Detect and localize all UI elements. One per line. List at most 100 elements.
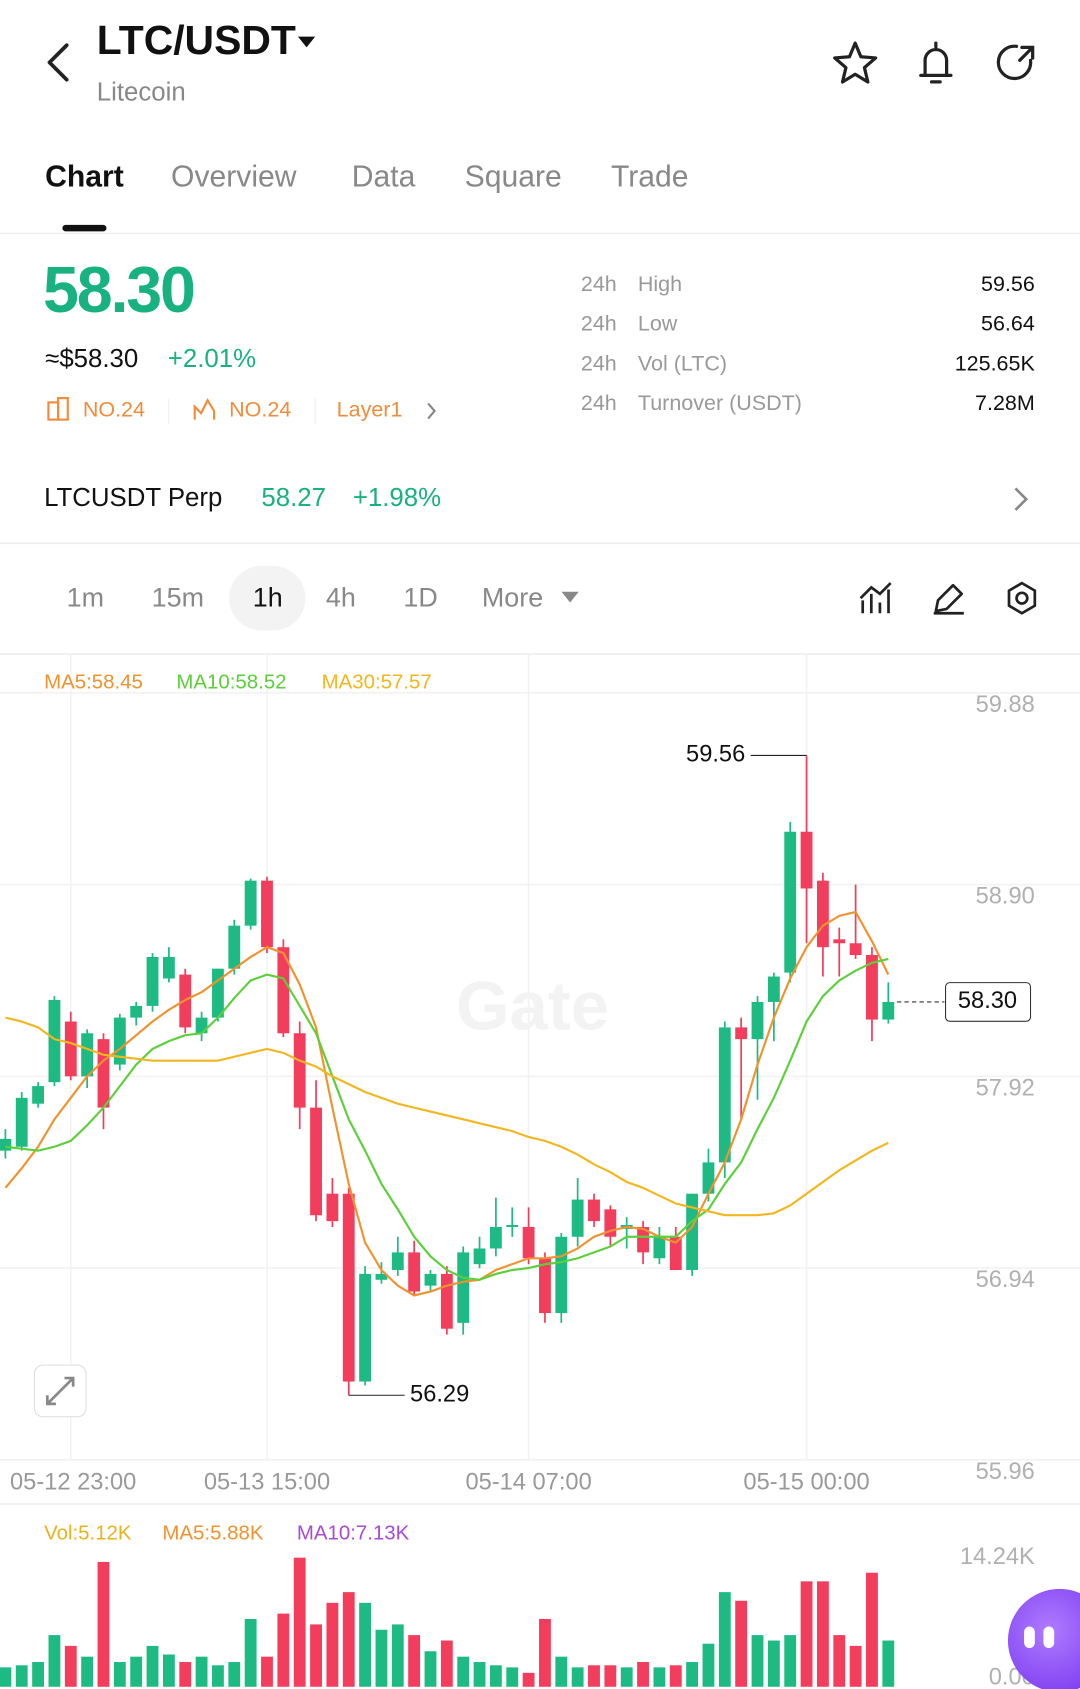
candle-body <box>310 1107 322 1216</box>
candle-body <box>686 1193 699 1271</box>
candle-body <box>97 1039 110 1108</box>
candle-body <box>162 956 175 979</box>
draw-button[interactable] <box>933 583 964 615</box>
favorite-button[interactable] <box>833 41 878 84</box>
interval[interactable]: 1D <box>403 582 437 612</box>
volume-bar <box>816 1581 829 1687</box>
candle-body <box>408 1252 421 1292</box>
candle-body <box>293 1033 306 1108</box>
candle-body <box>261 880 273 948</box>
indicator-button[interactable] <box>859 582 892 614</box>
volume-bar <box>555 1656 568 1687</box>
ma-legend: MA5:58.45 <box>44 672 143 694</box>
stat-period: 24h <box>581 391 617 415</box>
interval[interactable]: 1h <box>253 582 283 612</box>
interval[interactable]: More <box>482 582 543 612</box>
volume-bar <box>833 1635 846 1687</box>
volume-legend: MA10:7.13K <box>297 1522 410 1544</box>
volume-bar <box>882 1640 895 1687</box>
tab[interactable]: Trade <box>611 161 689 194</box>
pair-title[interactable]: LTC/USDT <box>97 17 296 63</box>
x-tick-label: 05-14 07:00 <box>465 1470 591 1496</box>
candle-body <box>81 1033 94 1077</box>
volume-bar <box>424 1651 437 1687</box>
perp-chevron[interactable] <box>1014 487 1029 511</box>
pair-dropdown[interactable] <box>297 36 316 48</box>
volume-tick-label: 14.24K <box>960 1544 1035 1570</box>
volume-bar <box>162 1654 175 1687</box>
settings-button[interactable] <box>1007 581 1037 615</box>
stat-period: 24h <box>581 272 617 296</box>
candle-body <box>113 1017 126 1065</box>
candle-body <box>718 1027 731 1163</box>
interval[interactable]: 15m <box>152 582 204 612</box>
volume-bar <box>359 1602 372 1687</box>
candle-body <box>866 955 878 1020</box>
candle-body <box>391 1252 404 1271</box>
volume-bar <box>539 1618 551 1687</box>
volume-bar <box>767 1640 780 1687</box>
last-price: 58.30 <box>43 254 194 326</box>
x-tick-label: 05-13 15:00 <box>204 1470 330 1496</box>
share-button[interactable] <box>996 44 1035 81</box>
candle-body <box>702 1162 715 1194</box>
y-tick-label: 59.88 <box>976 692 1035 718</box>
tab[interactable]: Square <box>465 161 562 194</box>
volume-bar <box>64 1645 77 1687</box>
candle-body <box>48 1000 61 1083</box>
candle-body <box>751 1001 764 1040</box>
volume-bar <box>457 1656 470 1687</box>
stat-label: Vol (LTC) <box>638 351 727 375</box>
low-label: 56.29 <box>410 1381 469 1407</box>
ma-legend: MA30:57.57 <box>322 672 432 694</box>
x-tick-label: 05-12 23:00 <box>10 1470 136 1496</box>
candle-body <box>571 1199 584 1237</box>
back-button[interactable] <box>47 43 69 82</box>
volume-bar <box>751 1635 764 1687</box>
interval-selected-bg <box>229 565 306 631</box>
y-tick-label: 57.92 <box>976 1075 1035 1101</box>
stat-label: Low <box>638 312 678 336</box>
tab[interactable]: Data <box>352 161 416 194</box>
alert-button[interactable] <box>919 41 953 84</box>
stat-value: 7.28M <box>975 391 1035 415</box>
candle-body <box>816 880 829 948</box>
interval[interactable]: 1m <box>67 582 104 612</box>
watermark: Gate <box>456 967 609 1044</box>
trend-rank[interactable]: NO.24 <box>229 398 291 422</box>
candle-body <box>849 943 862 956</box>
sector-tag[interactable]: Layer1 <box>337 398 403 422</box>
interval[interactable]: 4h <box>326 582 356 612</box>
stat-value: 59.56 <box>981 272 1035 296</box>
assistant-eye <box>1043 1626 1055 1649</box>
candle-body <box>882 1001 895 1020</box>
volume-bar <box>15 1665 28 1687</box>
tab[interactable]: Chart <box>45 161 124 194</box>
price-change: +2.01% <box>168 345 256 373</box>
tab[interactable]: Overview <box>171 161 297 194</box>
candle-body <box>375 1273 388 1280</box>
perp-change: +1.98% <box>353 484 441 512</box>
volume-bar <box>588 1665 600 1687</box>
candle-body <box>32 1086 44 1104</box>
candle-body <box>228 925 241 969</box>
candle-body <box>212 968 224 1018</box>
volume-bar <box>408 1635 421 1687</box>
candle-body <box>489 1226 502 1249</box>
volume-bar <box>244 1618 257 1687</box>
more-dropdown[interactable] <box>561 591 579 603</box>
perp-name[interactable]: LTCUSDT Perp <box>44 484 222 512</box>
stat-period: 24h <box>581 351 617 375</box>
candle-body <box>457 1252 470 1323</box>
candle-body <box>277 947 290 1034</box>
candle-body <box>784 831 797 973</box>
candle-body <box>130 1005 143 1018</box>
candle-body <box>767 976 780 1002</box>
volume-bar <box>179 1662 192 1687</box>
volume-bar <box>653 1667 666 1687</box>
volume-bar <box>784 1635 797 1687</box>
market-rank[interactable]: NO.24 <box>83 398 145 422</box>
volume-bar <box>506 1667 519 1687</box>
volume-bar <box>261 1656 273 1687</box>
